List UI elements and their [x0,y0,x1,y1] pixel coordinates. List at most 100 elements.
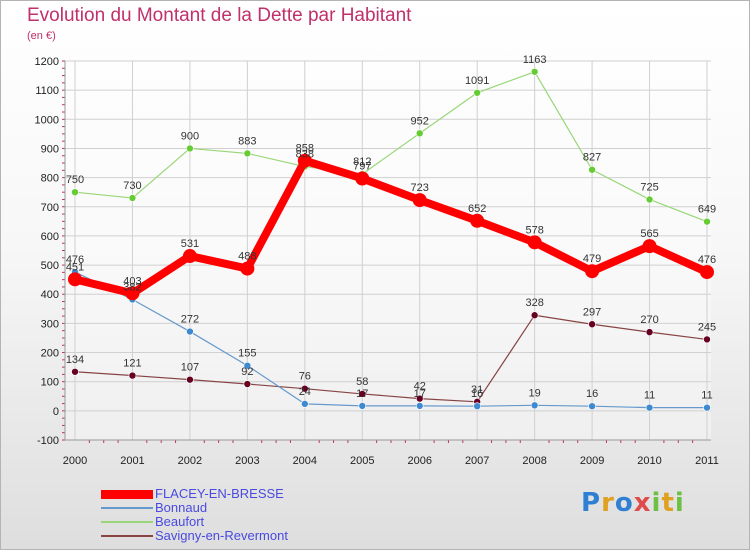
series-line-3 [74,314,708,403]
data-label: 476 [698,254,716,266]
x-tick-label: 2011 [695,455,719,467]
data-label: 827 [583,152,601,164]
data-label: 92 [241,366,253,378]
legend-item: Savigny-en-Revermont [101,529,288,543]
data-label: 838 [296,149,314,161]
data-point [530,67,539,76]
y-tick-label: 700 [41,202,59,214]
data-label: 17 [356,388,368,400]
data-point [358,390,367,398]
legend-item: Beaufort [101,515,288,529]
data-point [301,400,309,408]
data-label: 16 [586,388,598,400]
data-point [588,165,596,174]
data-label: 58 [356,376,368,388]
y-tick-label: 900 [41,143,59,155]
data-label: 382 [123,281,141,293]
legend-label: Savigny-en-Revermont [155,528,288,543]
series-line-1 [74,271,708,409]
data-point [128,194,137,202]
legend-swatch [101,489,153,499]
legend-swatch [101,507,153,509]
data-label: 76 [299,371,311,383]
legend-label: Bonnaud [155,500,208,515]
data-point [473,402,481,410]
data-point [301,384,309,393]
proxiti-logo: Proxiti [581,488,685,518]
data-label: 328 [525,297,543,309]
plot-area [65,61,711,440]
data-label: 730 [123,180,141,192]
data-point [530,311,539,320]
data-label-layer: 451 403 531 488 858 797 723 652 578 479 565 476 476 3… [66,54,716,402]
data-point [585,264,600,279]
chart-unit: (en €) [27,30,56,42]
grid-layer [65,60,711,441]
data-label: 245 [698,321,716,333]
data-point [412,193,427,208]
data-label: 121 [123,358,141,370]
y-tick-label: 1100 [35,85,59,97]
x-tick-label: 2003 [235,455,259,467]
data-label: 858 [296,143,314,155]
data-label: 883 [238,135,256,147]
x-tick-label: 2001 [120,455,144,467]
data-point [240,261,255,276]
legend-item: Bonnaud [101,501,288,515]
data-point [186,327,194,336]
data-label: 723 [411,182,429,194]
data-point [642,239,657,254]
data-label: 270 [640,314,658,326]
x-tick-label: 2007 [465,455,489,467]
series-layer [68,67,714,412]
data-label: 531 [181,238,199,250]
data-label: 488 [238,251,256,263]
data-point [243,361,252,370]
data-label: 155 [238,348,256,360]
chart-title: Evolution du Montant de la Dette par Hab… [27,5,412,26]
data-point [358,402,367,410]
series-line-2 [74,71,708,223]
legend-swatch [101,521,153,523]
x-tick-label: 2006 [407,455,431,467]
axis-layer: -100 0 100 200 300 400 500 600 700 800 900 1000 1100… [35,56,719,467]
data-point [645,195,654,204]
data-point [588,320,596,329]
data-point [71,367,79,376]
data-point [470,213,485,228]
y-tick-label: 1000 [35,114,59,126]
data-point [186,144,194,153]
data-point [527,235,542,250]
y-tick-label: 0 [53,406,59,418]
data-label: 19 [529,387,541,399]
data-label: 952 [411,115,429,127]
x-tick-label: 2002 [178,455,202,467]
data-label: 16 [471,388,483,400]
data-label: 24 [299,386,311,398]
data-label: 652 [468,203,486,215]
legend-swatch [101,535,153,537]
data-label: 107 [181,362,199,374]
data-label: 1091 [465,75,489,87]
y-tick-label: 500 [41,260,59,272]
x-tick-label: 2008 [522,455,546,467]
data-label: 31 [471,384,483,396]
data-point [297,153,312,168]
data-label: 476 [66,254,84,266]
y-tick-label: 100 [41,377,59,389]
data-point [355,171,370,186]
y-tick-label: -100 [37,435,59,447]
data-label: 134 [66,354,84,366]
data-point [243,149,252,158]
data-label: 479 [583,253,601,265]
series-line-0 [71,156,711,298]
y-tick-label: 200 [41,348,59,360]
data-label: 565 [640,228,658,240]
data-point [415,129,424,138]
y-tick-label: 400 [41,289,59,301]
data-point [415,402,424,410]
y-tick-label: 800 [41,173,59,185]
legend-label: Beaufort [155,514,205,529]
data-label: 649 [698,204,716,216]
